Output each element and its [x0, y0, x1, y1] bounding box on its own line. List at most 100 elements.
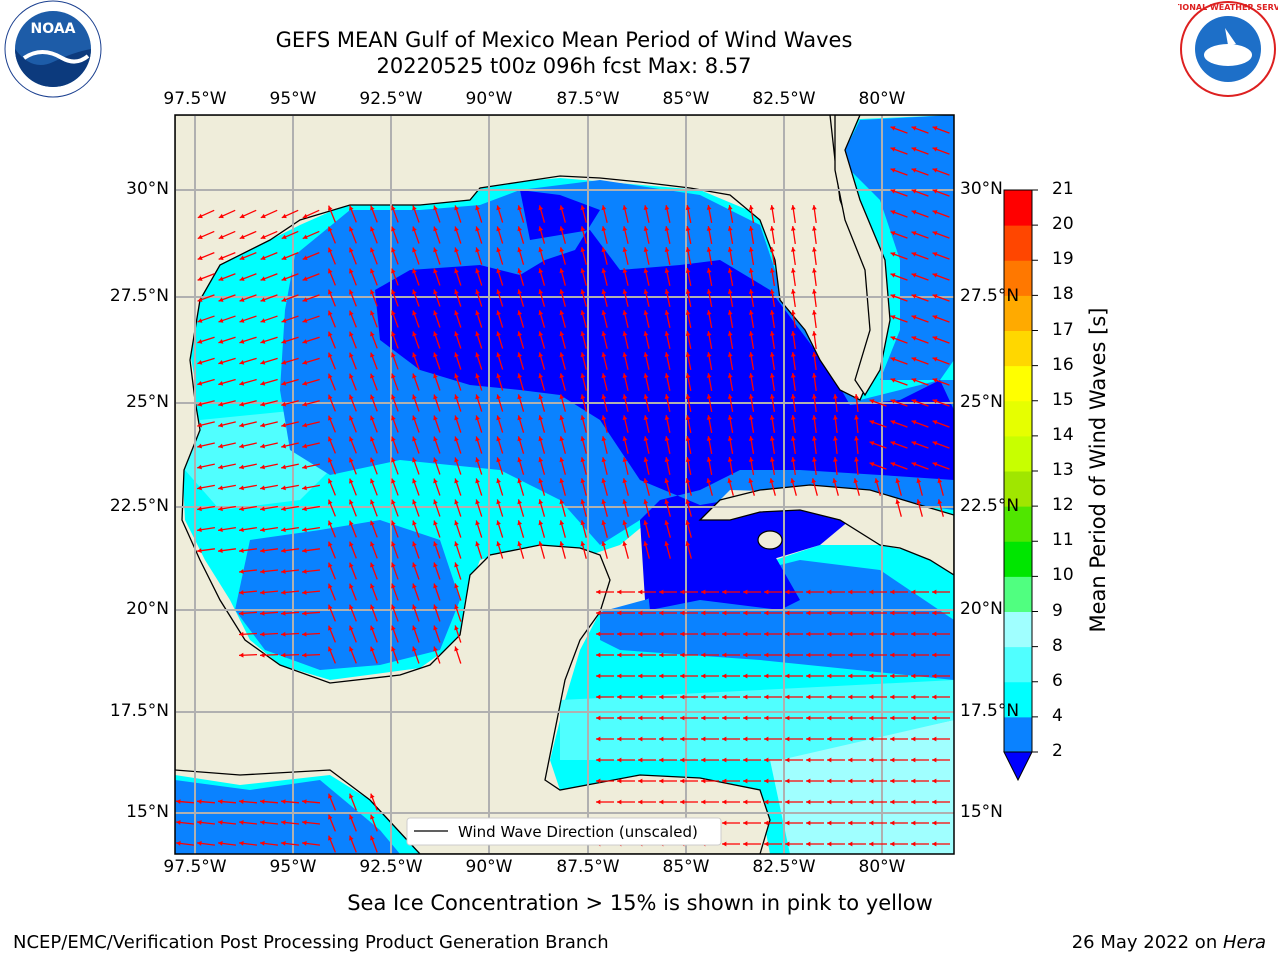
colorbar-segment — [1004, 260, 1032, 296]
wind-direction-arrow — [260, 378, 278, 386]
wind-direction-arrow — [722, 841, 740, 847]
wind-direction-arrow — [328, 604, 336, 622]
wind-direction-arrow — [433, 562, 441, 580]
wind-direction-arrow — [349, 205, 357, 223]
wind-direction-arrow — [890, 294, 908, 302]
wind-direction-arrow — [596, 778, 614, 784]
wind-direction-arrow — [475, 415, 483, 433]
wind-direction-arrow — [643, 373, 650, 391]
wind-direction-arrow — [764, 799, 782, 805]
wind-direction-arrow — [496, 499, 504, 517]
wind-direction-arrow — [643, 457, 650, 475]
wind-direction-arrow — [748, 373, 755, 391]
wind-direction-arrow — [328, 499, 336, 517]
wind-direction-arrow — [643, 436, 650, 454]
wind-direction-arrow — [412, 436, 420, 454]
wind-direction-arrow — [433, 268, 441, 286]
wind-direction-arrow — [218, 484, 236, 491]
wind-direction-arrow — [638, 799, 656, 805]
wind-direction-arrow — [722, 757, 740, 763]
wind-direction-arrow — [370, 289, 378, 307]
wind-direction-arrow — [638, 631, 656, 637]
wind-direction-arrow — [412, 331, 420, 349]
wind-direction-arrow — [412, 499, 420, 517]
wind-direction-arrow — [302, 273, 320, 281]
wind-direction-arrow — [412, 520, 420, 538]
wind-direction-arrow — [580, 436, 587, 454]
wind-direction-arrow — [722, 820, 740, 826]
wind-direction-arrow — [748, 415, 755, 433]
wind-direction-arrow — [764, 652, 782, 658]
wind-direction-arrow — [890, 694, 908, 700]
wind-direction-arrow — [727, 415, 734, 433]
wind-direction-arrow — [260, 400, 278, 407]
wind-direction-arrow — [722, 778, 740, 784]
wind-direction-arrow — [706, 226, 713, 244]
wind-direction-arrow — [596, 673, 614, 679]
wind-direction-arrow — [785, 610, 803, 616]
wind-direction-arrow — [748, 226, 755, 244]
wind-direction-arrow — [328, 352, 336, 370]
wind-direction-arrow — [238, 590, 258, 595]
colorbar-segment — [1004, 471, 1032, 507]
wind-direction-arrow — [664, 268, 671, 286]
wind-direction-arrow — [601, 268, 608, 286]
wind-direction-arrow — [659, 652, 677, 658]
wind-direction-arrow — [580, 478, 587, 496]
wind-direction-arrow — [302, 230, 320, 240]
wind-direction-arrow — [932, 441, 950, 449]
wind-direction-arrow — [328, 625, 336, 643]
wind-direction-arrow — [433, 520, 441, 538]
wind-direction-arrow — [806, 715, 824, 721]
colorbar-segment — [1004, 400, 1032, 437]
wind-direction-arrow — [260, 505, 278, 512]
wind-direction-arrow — [890, 441, 908, 449]
wind-direction-arrow — [785, 778, 803, 784]
wind-direction-arrow — [790, 225, 796, 245]
colorbar-label: Mean Period of Wind Waves [s] — [1086, 307, 1110, 633]
wind-direction-arrow — [812, 225, 817, 245]
wind-direction-arrow — [601, 205, 608, 223]
wind-direction-arrow — [685, 352, 692, 370]
wind-direction-arrow — [580, 352, 587, 370]
wind-direction-arrow — [301, 652, 321, 658]
wind-direction-arrow — [601, 247, 608, 265]
wind-direction-arrow — [559, 226, 566, 244]
wind-direction-arrow — [622, 373, 629, 391]
wind-direction-arrow — [659, 673, 677, 679]
colorbar-tick-label: 19 — [1052, 249, 1074, 270]
wind-direction-arrow — [790, 204, 796, 224]
wind-direction-arrow — [680, 757, 698, 763]
wind-direction-arrow — [664, 520, 671, 538]
wind-direction-arrow — [259, 590, 279, 595]
wind-direction-arrow — [412, 541, 420, 559]
wind-direction-arrow — [301, 799, 321, 804]
wind-direction-arrow — [433, 478, 441, 496]
wind-direction-arrow — [280, 548, 300, 553]
wind-direction-arrow — [433, 499, 441, 517]
wind-direction-arrow — [932, 820, 950, 826]
wind-direction-arrow — [743, 841, 761, 847]
wind-direction-arrow — [475, 352, 483, 370]
wind-direction-arrow — [638, 673, 656, 679]
wind-direction-arrow — [197, 463, 215, 470]
wind-direction-arrow — [827, 778, 845, 784]
wind-direction-arrow — [685, 394, 692, 412]
wind-direction-arrow — [475, 289, 483, 307]
wind-direction-arrow — [328, 646, 336, 664]
footer-host: Hera — [1222, 932, 1266, 953]
wind-direction-arrow — [664, 436, 671, 454]
wind-direction-arrow — [596, 757, 614, 763]
lon-label-bottom: 90°W — [465, 857, 513, 877]
wind-direction-arrow — [932, 252, 950, 260]
wind-direction-arrow — [239, 336, 257, 344]
wind-direction-arrow — [911, 673, 929, 679]
wind-direction-arrow — [391, 289, 399, 307]
wind-direction-arrow — [790, 435, 796, 455]
wind-direction-arrow — [722, 715, 740, 721]
wind-direction-arrow — [701, 673, 719, 679]
wind-direction-arrow — [349, 478, 357, 496]
wind-direction-arrow — [664, 331, 671, 349]
lon-label-top: 92.5°W — [359, 89, 423, 109]
wind-direction-arrow — [475, 373, 483, 391]
